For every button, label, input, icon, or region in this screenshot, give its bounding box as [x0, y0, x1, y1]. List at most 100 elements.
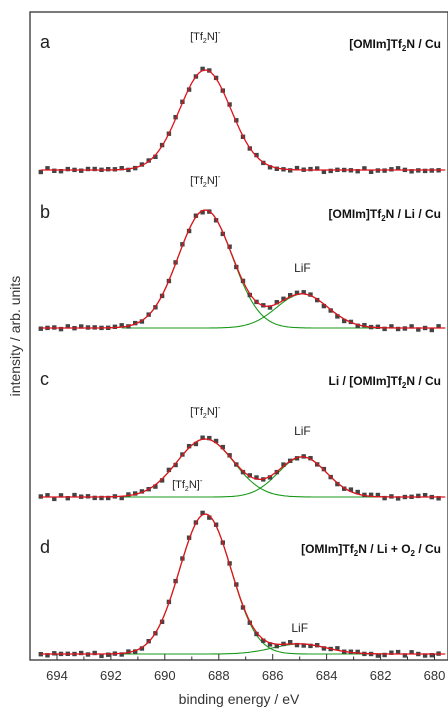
data-point	[159, 619, 165, 624]
data-point	[227, 453, 232, 458]
data-point	[375, 324, 381, 329]
data-point	[200, 210, 205, 215]
data-point	[368, 492, 374, 497]
data-point	[79, 168, 84, 173]
data-point	[52, 168, 57, 173]
data-point	[395, 649, 401, 655]
data-point	[173, 462, 178, 468]
data-point	[308, 166, 313, 172]
panel-letter: d	[40, 537, 50, 557]
data-point	[395, 496, 401, 501]
panel-title: Li / [OMIm]Tf2N / Cu	[329, 374, 441, 390]
data-point	[227, 244, 232, 249]
data-point	[267, 475, 273, 480]
data-point	[395, 166, 401, 171]
data-point	[355, 169, 360, 174]
data-point	[294, 290, 300, 295]
data-point	[112, 324, 118, 329]
data-point	[247, 473, 252, 478]
data-point	[294, 642, 300, 648]
peak-label-tf2n: [Tf2N]-	[190, 403, 221, 420]
data-point	[126, 167, 131, 173]
data-point	[422, 653, 428, 658]
fit-envelope-curve	[40, 209, 446, 329]
data-point	[342, 486, 347, 491]
data-point	[207, 515, 212, 520]
data-point	[133, 320, 138, 326]
data-point	[288, 293, 293, 298]
data-point	[355, 489, 360, 495]
data-point	[92, 166, 97, 172]
data-point	[429, 653, 434, 658]
data-point	[348, 649, 354, 654]
data-point	[281, 296, 286, 301]
data-point	[45, 166, 50, 171]
data-point	[308, 456, 313, 461]
data-point	[389, 324, 394, 329]
data-point	[227, 102, 232, 107]
data-point	[436, 324, 441, 329]
data-point	[207, 435, 212, 441]
data-point	[65, 496, 70, 501]
data-point	[342, 318, 347, 324]
data-point	[389, 167, 394, 172]
x-tick-label: 690	[154, 668, 176, 683]
y-axis-label: intensity / arb. units	[7, 276, 23, 397]
panel-a: a [OMIm]Tf2N / Cu [Tf2N]-	[38, 28, 446, 175]
panel-c: c Li / [OMIm]Tf2N / Cu [Tf2N]- LiF	[38, 369, 446, 502]
panel-d: d [OMIm]Tf2N / Li + O2 / Cu [Tf2N]- LiF	[38, 476, 446, 659]
data-point	[153, 154, 158, 159]
data-point	[321, 303, 327, 309]
x-tick-label: 686	[262, 668, 284, 683]
data-point	[173, 115, 178, 120]
data-point	[321, 646, 327, 651]
x-tick-label: 684	[316, 668, 338, 683]
panels-layer: a [OMIm]Tf2N / Cu [Tf2N]- b [OMIm]Tf2N / Li …	[38, 28, 446, 659]
data-point	[308, 643, 313, 649]
data-point	[355, 323, 360, 328]
data-point	[321, 169, 327, 174]
data-point	[153, 484, 158, 489]
data-point	[200, 435, 205, 440]
data-point	[119, 652, 124, 657]
data-point	[288, 168, 293, 173]
data-point	[328, 308, 333, 313]
plot-frame	[29, 11, 448, 661]
panel-letter: c	[40, 369, 49, 389]
component-curve-1	[121, 209, 392, 329]
data-point	[362, 166, 367, 171]
data-point	[281, 462, 286, 467]
data-point	[99, 495, 104, 501]
data-point	[247, 292, 252, 298]
data-point	[213, 218, 219, 223]
data-point	[389, 650, 394, 655]
data-point	[38, 169, 43, 175]
peak-label-lif: LiF	[294, 261, 311, 275]
data-point	[267, 642, 273, 647]
data-point	[79, 324, 84, 329]
data-point	[139, 319, 145, 324]
data-point	[200, 510, 205, 516]
data-point	[254, 152, 259, 158]
data-point	[85, 166, 91, 172]
data-point	[288, 640, 293, 645]
x-tick-label: 680	[424, 668, 446, 683]
data-point	[159, 478, 165, 483]
data-point	[274, 166, 279, 171]
data-point	[328, 168, 333, 174]
data-point	[315, 643, 320, 648]
data-point	[301, 643, 306, 648]
data-point	[274, 643, 279, 649]
data-point	[139, 162, 145, 167]
data-point	[409, 324, 414, 329]
data-point	[99, 653, 104, 659]
data-point	[72, 492, 77, 498]
data-point	[395, 326, 401, 332]
x-axis: 694 692 690 688 686 684 682 680	[29, 654, 446, 683]
data-point	[382, 652, 387, 658]
peak-label-tf2n: [Tf2N]-	[190, 172, 221, 189]
data-point	[119, 495, 124, 501]
data-point	[362, 323, 367, 328]
fit-envelope-curve	[40, 513, 446, 655]
